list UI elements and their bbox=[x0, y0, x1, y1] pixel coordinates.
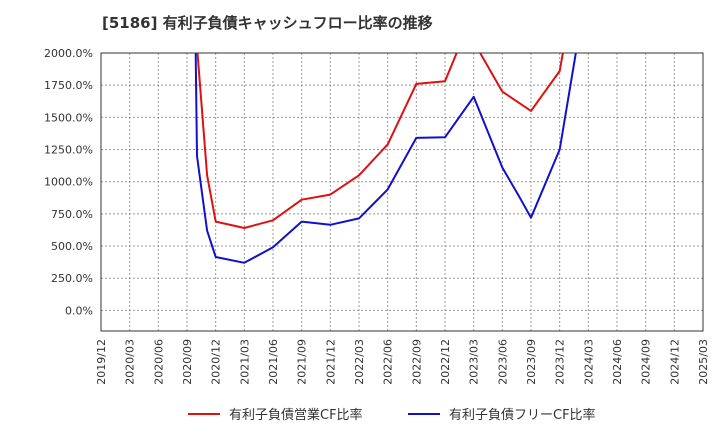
x-tick-label: 2021/03 bbox=[238, 339, 251, 385]
y-axis-ticks: 0.0% 250.0% 500.0% 750.0% 1000.0% 1250.0% 1500… bbox=[44, 47, 93, 317]
x-tick-label: 2022/06 bbox=[382, 339, 395, 385]
series-line-1 bbox=[196, 53, 564, 229]
x-tick-label: 2020/12 bbox=[210, 339, 223, 385]
plot-frame bbox=[100, 52, 704, 332]
x-tick-label: 2023/09 bbox=[525, 339, 538, 385]
x-tick-label: 2021/12 bbox=[324, 339, 337, 385]
series-line-2 bbox=[194, 53, 577, 264]
y-tick-label: 1000.0% bbox=[44, 176, 93, 189]
x-tick-label: 2020/03 bbox=[124, 339, 137, 385]
x-tick-label: 2024/03 bbox=[582, 339, 595, 385]
x-tick-label: 2022/03 bbox=[353, 339, 366, 385]
x-tick-label: 2022/09 bbox=[410, 339, 423, 385]
series-layer bbox=[194, 53, 577, 264]
legend: 有利子負債営業CF比率 有利子負債フリーCF比率 bbox=[188, 407, 596, 423]
x-tick-label: 2021/06 bbox=[267, 339, 280, 385]
y-tick-label: 0.0% bbox=[65, 304, 93, 317]
chart-title: [5186] 有利子負債キャッシュフロー比率の推移 bbox=[102, 14, 433, 32]
x-tick-label: 2024/12 bbox=[668, 339, 681, 385]
x-axis-ticks: 2019/12 2020/03 2020/06 2020/09 2020/12 2021/… bbox=[95, 339, 710, 385]
legend-label-1: 有利子負債営業CF比率 bbox=[229, 407, 363, 423]
y-tick-label: 1250.0% bbox=[44, 144, 93, 157]
y-tick-label: 250.0% bbox=[51, 272, 93, 285]
x-tick-label: 2022/12 bbox=[439, 339, 452, 385]
x-tick-label: 2024/09 bbox=[640, 339, 653, 385]
y-tick-label: 2000.0% bbox=[44, 47, 93, 60]
legend-label-2: 有利子負債フリーCF比率 bbox=[449, 407, 596, 423]
x-tick-label: 2023/12 bbox=[554, 339, 567, 385]
y-tick-label: 500.0% bbox=[51, 240, 93, 253]
x-tick-label: 2025/03 bbox=[697, 339, 710, 385]
y-tick-label: 1750.0% bbox=[44, 79, 93, 92]
y-tick-label: 750.0% bbox=[51, 208, 93, 221]
x-tick-label: 2024/06 bbox=[611, 339, 624, 385]
x-tick-label: 2023/06 bbox=[496, 339, 509, 385]
x-tick-label: 2020/09 bbox=[181, 339, 194, 385]
y-tick-label: 1500.0% bbox=[44, 111, 93, 124]
x-tick-label: 2023/03 bbox=[468, 339, 481, 385]
x-tick-label: 2020/06 bbox=[152, 339, 165, 385]
x-tick-label: 2019/12 bbox=[95, 339, 108, 385]
x-tick-label: 2021/09 bbox=[296, 339, 309, 385]
plot-background bbox=[101, 53, 703, 331]
